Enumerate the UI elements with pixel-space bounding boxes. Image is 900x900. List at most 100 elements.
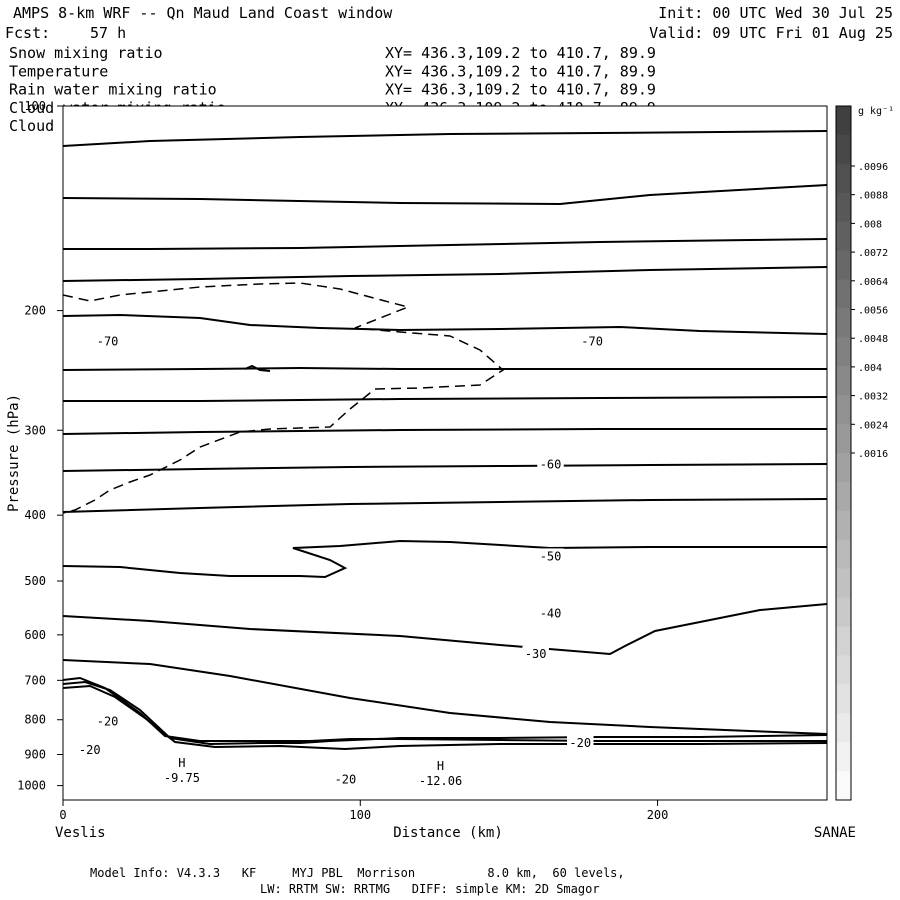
contour-label-bg — [537, 548, 564, 563]
contour-label: -20 — [97, 715, 119, 729]
x-axis: 0 100 200 — [59, 800, 668, 822]
contour-line — [244, 364, 271, 372]
colorbar-swatch — [836, 568, 851, 599]
colorbar-swatch — [836, 539, 851, 570]
x-end-label: SANAE — [814, 825, 856, 841]
y-tick-label: 400 — [24, 508, 46, 522]
colorbar-label: .0056 — [858, 306, 888, 317]
contour-label-bg — [537, 456, 564, 471]
y-axis-label: Pressure (hPa) — [6, 394, 22, 512]
contour-label-bg — [578, 333, 606, 348]
colorbar-swatch — [836, 481, 851, 512]
y-tick-label: 100 — [24, 99, 46, 113]
colorbar-swatch — [836, 510, 851, 541]
contour-label-bg — [522, 645, 549, 660]
y-tick-label: 700 — [24, 673, 46, 687]
field-xy: XY= 436.3,109.2 to 410.7, 89.9 — [385, 62, 656, 80]
contour-label: -60 — [540, 458, 562, 472]
contour-line — [62, 684, 828, 751]
contour-label-bg — [76, 742, 104, 757]
x-tick-label: 100 — [349, 808, 371, 822]
colorbar-swatch — [836, 713, 851, 743]
contour-label-bg — [94, 333, 121, 348]
y-tick-label: 1000 — [17, 779, 46, 793]
colorbar-swatch — [836, 308, 851, 338]
valid-time: Valid: 09 UTC Fri 01 Aug 25 — [649, 24, 893, 42]
y-tick-label: 600 — [24, 628, 46, 642]
colorbar-swatch — [836, 453, 851, 483]
contour-label: -20 — [79, 743, 101, 757]
field-name: Temperature — [9, 62, 108, 80]
forecast-label: Fcst: — [5, 24, 50, 42]
contour-line — [62, 266, 828, 282]
plot-frame — [62, 105, 828, 801]
colorbar-swatch — [836, 134, 851, 165]
model-info-line1: Model Info: V4.3.3 KF MYJ PBL Morrison 8… — [90, 866, 625, 880]
contour-label-bg — [332, 771, 359, 786]
colorbar-label: .0016 — [858, 449, 888, 460]
contour-line — [62, 184, 828, 206]
contour-line — [62, 676, 827, 742]
contour-label: -50 — [540, 549, 562, 563]
field-name: Snow mixing ratio — [9, 44, 163, 62]
y-tick-label: 200 — [24, 304, 46, 318]
colorbar-swatch — [836, 250, 851, 280]
colorbar-label: .0072 — [858, 248, 888, 259]
colorbar: g kg⁻¹ .0096 .0088 .008 .0072 .0064 .0056 .0048… — [835, 105, 894, 801]
contour-line — [62, 603, 828, 656]
x-start-label: Veslis — [55, 825, 106, 841]
colorbar-swatch — [836, 424, 851, 454]
colorbar-label: .0024 — [858, 420, 888, 431]
contour-label: -20 — [569, 736, 591, 750]
field-xy: XY= 436.3,109.2 to 410.7, 89.9 — [385, 44, 656, 62]
colorbar-label: .0048 — [858, 334, 888, 345]
contour-label: -70 — [581, 334, 603, 348]
colorbar-swatch — [836, 395, 851, 425]
colorbar-swatch — [836, 684, 851, 714]
field-xy: XY= 436.3,109.2 to 410.7, 89.9 — [385, 81, 656, 99]
colorbar-unit: g kg⁻¹ — [858, 106, 894, 117]
y-axis: 100 200 300 400 500 600 700 800 900 1000 — [17, 99, 63, 793]
colorbar-swatch — [836, 192, 851, 223]
colorbar-swatch — [836, 597, 851, 627]
colorbar-label: .0088 — [858, 191, 888, 202]
colorbar-swatch — [836, 771, 851, 801]
extrema-markers: H-9.75H-12.06 — [164, 756, 462, 788]
colorbar-swatch — [836, 106, 851, 136]
colorbar-label: .0096 — [858, 162, 888, 173]
extremum-value: -9.75 — [164, 771, 200, 785]
contour-line — [63, 238, 828, 250]
contour-label: -40 — [540, 606, 562, 620]
contour-line — [62, 498, 828, 513]
colorbar-label: .004 — [858, 363, 882, 374]
x-axis-label: Distance (km) — [393, 825, 503, 841]
contour-line — [62, 539, 827, 579]
contour-line — [63, 396, 828, 402]
forecast-value: 57 h — [90, 24, 126, 42]
contour-label-bg — [567, 735, 594, 750]
contour-line — [62, 130, 828, 147]
extremum-value: -12.06 — [419, 774, 462, 788]
contour-label: -30 — [525, 647, 547, 661]
contour-label-bg — [94, 713, 121, 728]
chart-title: AMPS 8-km WRF -- Qn Maud Land Coast wind… — [13, 4, 393, 22]
y-tick-label: 900 — [24, 748, 46, 762]
init-time: Init: 00 UTC Wed 30 Jul 25 — [658, 4, 893, 22]
contour-label-bg — [537, 605, 564, 620]
model-info-line2: LW: RRTM SW: RRTMG DIFF: simple KM: 2D S… — [260, 882, 600, 896]
colorbar-swatch — [836, 279, 851, 309]
x-tick-label: 0 — [59, 808, 66, 822]
colorbar-label: .0032 — [858, 392, 888, 403]
contour-labels: -70 -70 -60 -50 -40 -30 -20 -20 -20 -20 — [76, 333, 606, 787]
colorbar-swatch — [836, 655, 851, 685]
contour-label: -20 — [335, 773, 357, 787]
colorbar-label: .0064 — [858, 277, 888, 288]
contour-line — [62, 659, 828, 735]
contour-line — [62, 428, 827, 435]
snow-mixing-contour — [62, 282, 505, 514]
colorbar-swatch — [836, 366, 851, 396]
y-tick-label: 500 — [24, 574, 46, 588]
extremum-label: H — [437, 759, 444, 773]
field-name: Rain water mixing ratio — [9, 81, 217, 99]
